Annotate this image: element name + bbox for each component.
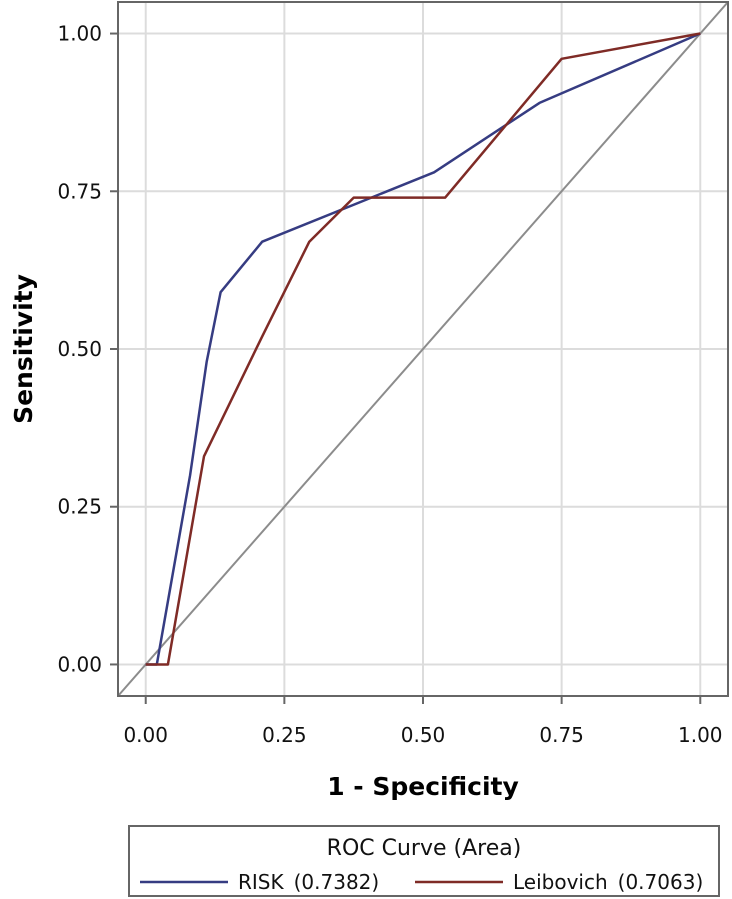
- series-group: [145, 32, 701, 666]
- reference-diagonal-line: [117, 1, 729, 697]
- y-tick-label: 0.00: [57, 652, 102, 676]
- x-tick-label: 1.00: [678, 723, 723, 747]
- x-axis-title: 1 - Specificity: [327, 772, 519, 801]
- legend-area-value: (0.7063): [618, 870, 704, 894]
- legend-area-value: (0.7382): [294, 870, 380, 894]
- reference-line-group: [117, 1, 729, 697]
- legend-box: [128, 825, 720, 897]
- x-axis: 0.00 0.25 0.50 0.75 1.00: [123, 696, 723, 747]
- y-tick-label: 0.25: [57, 495, 102, 519]
- x-tick-label: 0.75: [539, 723, 584, 747]
- x-tick-label: 0.50: [401, 723, 446, 747]
- y-axis: 0.00 0.25 0.50 0.75 1.00: [57, 22, 118, 676]
- x-tick-label: 0.00: [123, 723, 168, 747]
- x-tick-label: 0.25: [262, 723, 307, 747]
- legend-label-leibovich: Leibovich (0.7063): [513, 870, 703, 894]
- legend-entries: RISK (0.7382) Leibovich (0.7063): [140, 870, 703, 894]
- legend-title: ROC Curve (Area): [327, 836, 522, 861]
- legend-label-risk: RISK (0.7382): [238, 870, 379, 894]
- y-tick-label: 1.00: [57, 22, 102, 46]
- series-line-leibovich: [145, 32, 701, 666]
- y-tick-label: 0.50: [57, 337, 102, 361]
- grid-lines: [118, 2, 728, 696]
- legend-series-name: Leibovich: [513, 870, 608, 894]
- legend: ROC Curve (Area) RISK (0.7382) Leibovich (0…: [128, 825, 720, 897]
- y-tick-label: 0.75: [57, 179, 102, 203]
- legend-series-name: RISK: [238, 870, 284, 894]
- y-axis-title: Sensitivity: [9, 274, 38, 424]
